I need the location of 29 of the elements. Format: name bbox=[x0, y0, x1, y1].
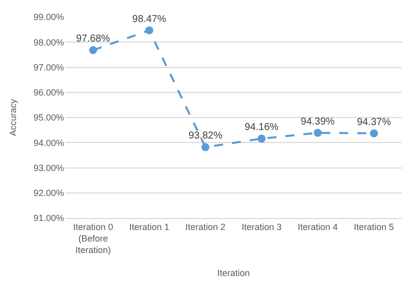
point bbox=[258, 134, 266, 143]
y-tick-label: 99.00% bbox=[33, 12, 64, 22]
data-label: 94.39% bbox=[300, 116, 335, 128]
y-tick-label: 93.00% bbox=[33, 162, 64, 173]
y-axis-title: Accuracy bbox=[8, 98, 18, 136]
data-label: 94.16% bbox=[244, 122, 279, 134]
data-label: 97.68% bbox=[76, 34, 110, 45]
y-tick-label: 92.00% bbox=[33, 188, 64, 198]
y-tick-label: 96.00% bbox=[33, 88, 64, 98]
y-tick-label: 98.00% bbox=[33, 37, 64, 48]
x-tick-label: Iteration 5 bbox=[354, 222, 394, 232]
x-tick-label: Iteration 0 (Before Iteration) bbox=[73, 222, 114, 256]
point bbox=[370, 129, 378, 138]
x-axis-title: Iteration bbox=[217, 268, 250, 278]
data-label: 93.82% bbox=[188, 130, 222, 142]
data-label: 98.47% bbox=[132, 14, 166, 25]
x-tick-label: Iteration 3 bbox=[242, 222, 282, 232]
y-tick-label: 95.00% bbox=[33, 112, 64, 123]
point bbox=[314, 128, 322, 137]
point bbox=[201, 143, 210, 152]
data-label: 94.37% bbox=[356, 116, 391, 128]
point bbox=[89, 46, 98, 54]
x-tick-label: Iteration 1 bbox=[129, 222, 170, 232]
x-tick-label: Iteration 4 bbox=[298, 222, 338, 232]
y-tick-label: 94.00% bbox=[33, 138, 64, 148]
y-tick-label: 97.00% bbox=[33, 62, 64, 72]
point bbox=[145, 26, 154, 34]
y-tick-label: 91.00% bbox=[33, 213, 64, 224]
x-tick-label: Iteration 2 bbox=[185, 222, 226, 232]
